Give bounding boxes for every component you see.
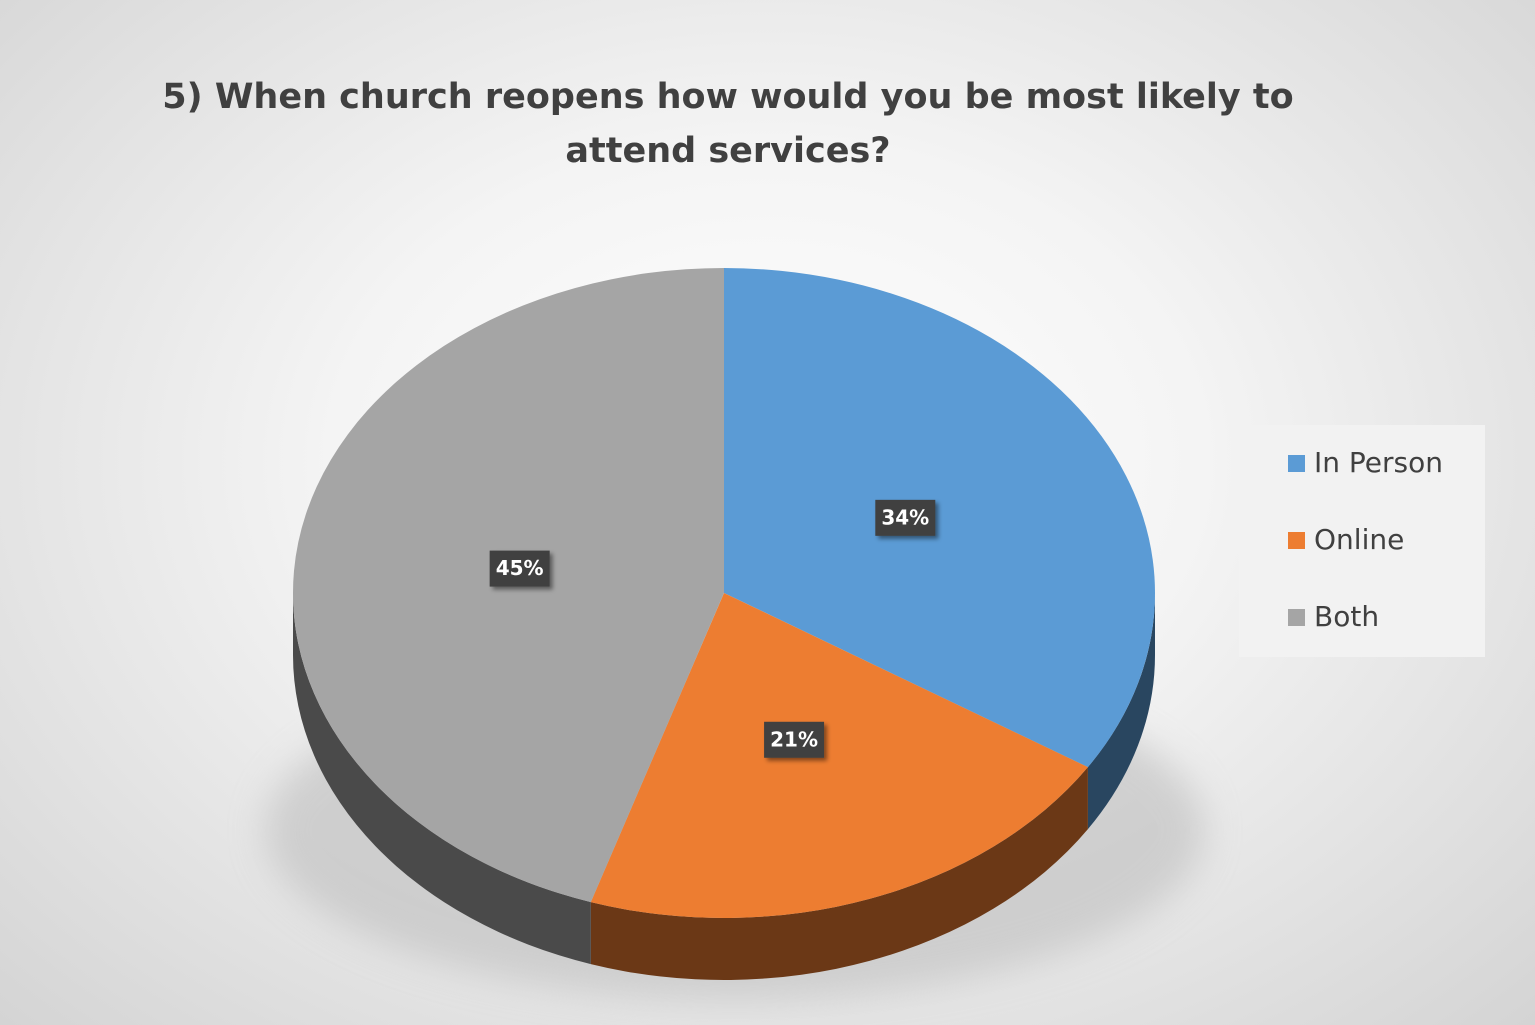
data-label: 21% [770, 727, 818, 751]
legend-swatch [1288, 609, 1305, 626]
legend-label: In Person [1314, 446, 1443, 479]
data-label-box [875, 499, 936, 536]
slice-side [590, 767, 1088, 980]
data-label-box [489, 550, 550, 587]
slice [724, 268, 1155, 768]
slice [590, 593, 1088, 919]
legend-label: Online [1314, 523, 1404, 556]
legend-label: Both [1314, 600, 1379, 633]
legend-box [1239, 425, 1485, 657]
legend-swatch [1288, 532, 1305, 549]
data-label: 34% [881, 505, 929, 529]
data-label: 45% [496, 556, 544, 580]
legend-swatch [1288, 455, 1305, 472]
chart-title: 5) When church reopens how would you be … [162, 77, 1294, 171]
data-label-box [764, 721, 825, 758]
slice-side [1087, 593, 1155, 830]
slice-side [293, 593, 591, 965]
